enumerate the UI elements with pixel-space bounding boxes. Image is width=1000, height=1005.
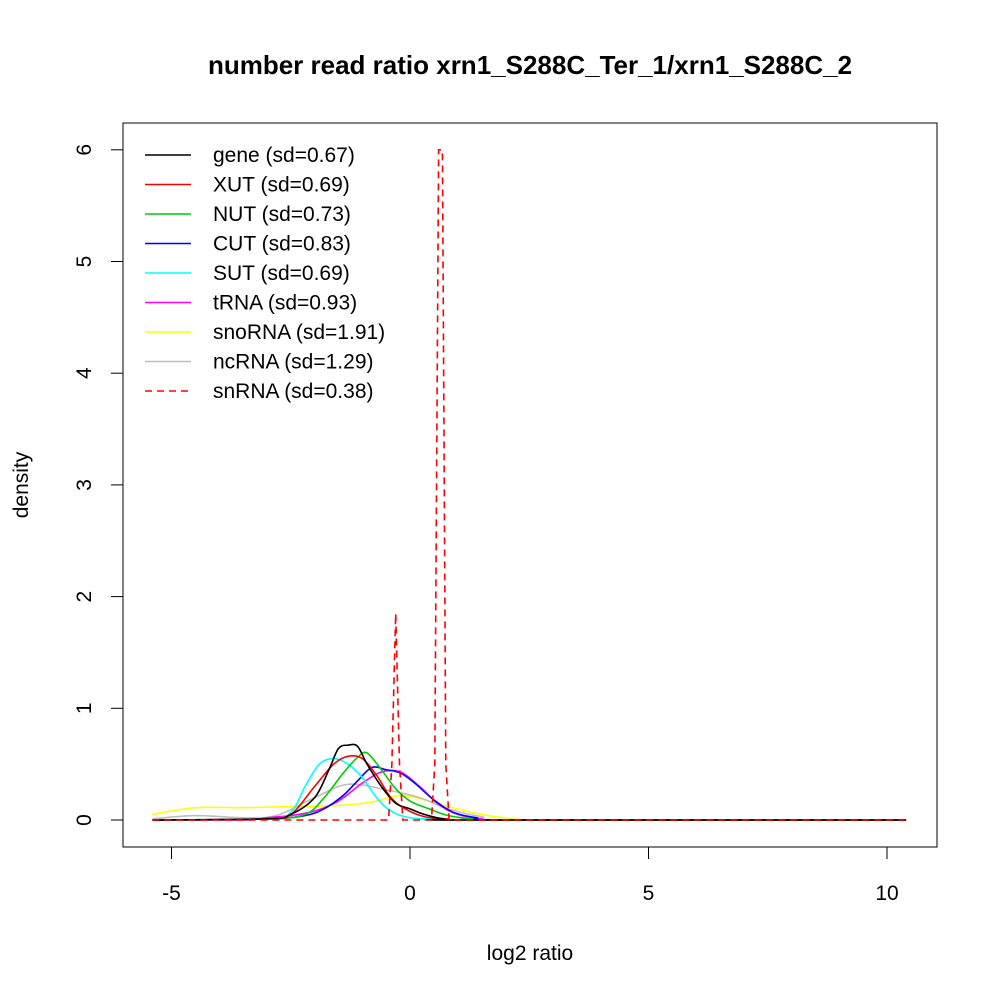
series-line-ncRNA — [152, 783, 907, 821]
y-tick-label: 4 — [73, 367, 96, 379]
legend-label: CUT (sd=0.83) — [213, 233, 351, 256]
series-line-snoRNA — [152, 794, 907, 821]
series-line-NUT — [152, 751, 907, 821]
legend-label: tRNA (sd=0.93) — [213, 292, 357, 315]
x-tick-label: -5 — [162, 882, 181, 905]
axes: -5 0 5 10 0 1 2 3 4 5 6 — [73, 144, 899, 905]
legend-label: SUT (sd=0.69) — [213, 262, 350, 285]
x-axis-label: log2 ratio — [487, 942, 573, 965]
legend-label: NUT (sd=0.73) — [213, 203, 351, 226]
y-tick-label: 1 — [73, 702, 96, 714]
x-tick-label: 0 — [404, 882, 416, 905]
legend-label: ncRNA (sd=1.29) — [213, 351, 374, 374]
chart-title: number read ratio xrn1_S288C_Ter_1/xrn1_… — [208, 50, 852, 80]
y-tick-label: 6 — [73, 144, 96, 156]
y-tick-label: 3 — [73, 479, 96, 491]
legend: gene (sd=0.67) XUT (sd=0.69) NUT (sd=0.73)… — [145, 144, 385, 403]
series-line-tRNA — [152, 769, 907, 821]
x-tick-label: 10 — [875, 882, 898, 905]
legend-label: snoRNA (sd=1.91) — [213, 321, 385, 344]
series-group — [152, 149, 907, 821]
x-tick-label: 5 — [643, 882, 655, 905]
series-line-snRNA — [152, 149, 907, 821]
y-axis-label: density — [10, 451, 33, 518]
series-line-XUT — [152, 754, 907, 821]
series-line-CUT — [152, 766, 907, 821]
legend-label: snRNA (sd=0.38) — [213, 380, 374, 403]
y-tick-label: 0 — [73, 814, 96, 826]
legend-label: gene (sd=0.67) — [213, 144, 355, 167]
series-line-gene — [152, 743, 907, 821]
legend-label: XUT (sd=0.69) — [213, 174, 350, 197]
series-line-SUT — [152, 757, 907, 821]
y-tick-label: 2 — [73, 591, 96, 603]
y-tick-label: 5 — [73, 256, 96, 268]
